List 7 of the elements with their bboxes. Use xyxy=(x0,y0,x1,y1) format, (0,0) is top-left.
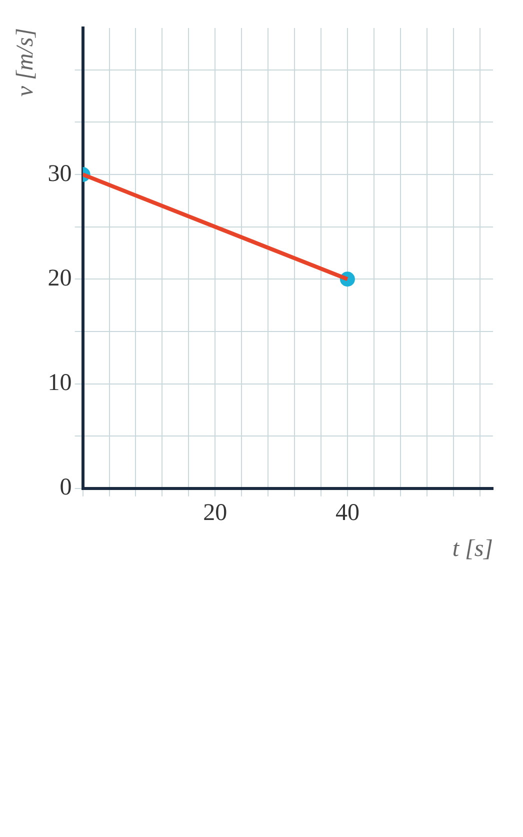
y-tick-label: 0 xyxy=(60,474,72,501)
y-axis-title: v [m/s] xyxy=(12,28,39,97)
y-tick-label: 30 xyxy=(48,160,72,187)
x-tick-label: 40 xyxy=(335,500,360,526)
y-tick-label: 20 xyxy=(48,265,72,292)
y-tick-label: 10 xyxy=(48,370,72,396)
x-axis-title: t [s] xyxy=(452,536,493,562)
